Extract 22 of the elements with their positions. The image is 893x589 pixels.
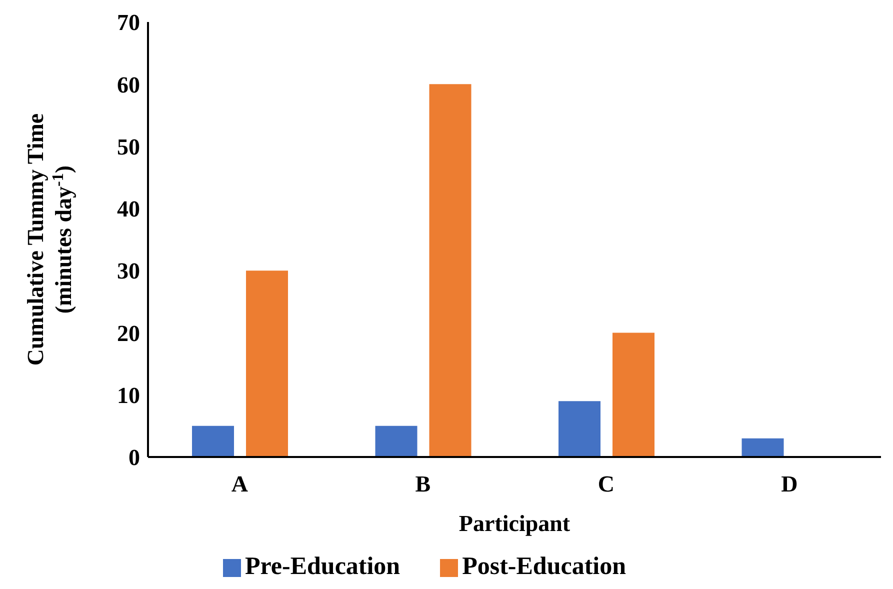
- y-tick-label: 20: [117, 320, 140, 346]
- y-tick-label: 40: [117, 196, 140, 222]
- x-tick-label: C: [598, 471, 614, 496]
- y-tick-label: 60: [117, 72, 140, 98]
- x-axis-title: Participant: [458, 511, 570, 536]
- legend-label: Post-Education: [462, 553, 626, 580]
- y-tick-label: 70: [117, 10, 140, 36]
- bar: [375, 426, 418, 457]
- y-tick-label: 30: [117, 258, 140, 284]
- bar: [742, 438, 784, 457]
- y-tick-label: 50: [117, 134, 140, 160]
- bar: [429, 84, 472, 457]
- bar: [246, 270, 288, 457]
- x-tick-label: A: [231, 471, 248, 496]
- bar: [558, 401, 600, 457]
- bar: [192, 426, 234, 457]
- bar: [612, 332, 654, 457]
- y-tick-label: 10: [117, 383, 140, 408]
- y-tick-label: 0: [128, 445, 140, 470]
- legend-label: Pre-Education: [245, 553, 400, 580]
- x-tick-label: D: [781, 471, 798, 496]
- x-tick-label: B: [415, 471, 431, 496]
